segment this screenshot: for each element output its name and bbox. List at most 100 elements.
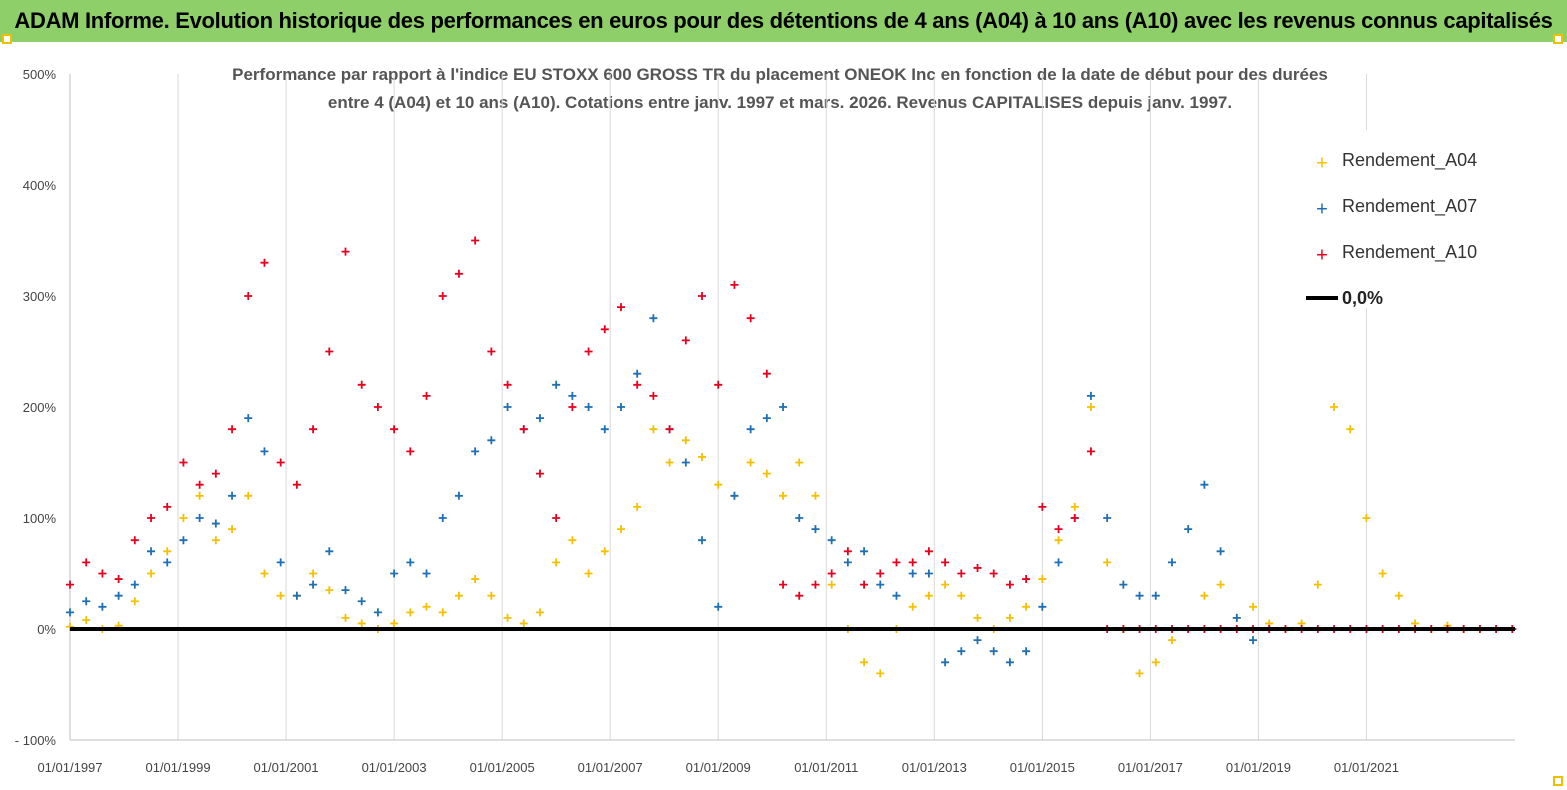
- point-a07: [1167, 558, 1176, 567]
- point-a07: [390, 569, 399, 578]
- point-a10: [924, 547, 933, 556]
- point-a04: [1200, 591, 1209, 600]
- x-tick-label: 01/01/1997: [37, 760, 102, 775]
- point-a04: [228, 525, 237, 534]
- point-a07: [1135, 591, 1144, 600]
- point-a04: [1394, 591, 1403, 600]
- point-a04: [762, 469, 771, 478]
- point-a04: [422, 602, 431, 611]
- point-a04: [82, 616, 91, 625]
- point-a07: [114, 591, 123, 600]
- point-a07: [600, 425, 609, 434]
- point-a04: [1249, 602, 1258, 611]
- point-a07: [292, 591, 301, 600]
- point-a07: [1184, 525, 1193, 534]
- point-a04: [584, 569, 593, 578]
- point-a10: [82, 558, 91, 567]
- point-a04: [1070, 502, 1079, 511]
- point-a04: [681, 436, 690, 445]
- chart-area: Performance par rapport à l'indice EU ST…: [15, 65, 1517, 775]
- point-a10: [244, 292, 253, 300]
- point-a10: [665, 425, 674, 434]
- y-tick-label: - 100%: [15, 733, 57, 748]
- point-a10: [309, 425, 318, 434]
- point-a07: [730, 491, 739, 500]
- point-a10: [1054, 525, 1063, 534]
- legend-label-zero: 0,0%: [1342, 288, 1383, 308]
- point-a04: [487, 591, 496, 600]
- point-a07: [892, 591, 901, 600]
- point-a07: [98, 602, 107, 611]
- point-a10: [390, 425, 399, 434]
- point-a04: [941, 580, 950, 589]
- point-a04: [471, 575, 480, 584]
- point-a04: [1103, 558, 1112, 567]
- point-a04: [163, 547, 172, 556]
- point-a04: [179, 514, 188, 522]
- point-a04: [454, 591, 463, 600]
- point-a07: [535, 414, 544, 423]
- point-a07: [649, 314, 658, 323]
- y-tick-label: 500%: [23, 67, 57, 82]
- point-a07: [746, 425, 755, 434]
- point-a04: [908, 602, 917, 611]
- point-a07: [260, 447, 269, 456]
- point-a04: [325, 586, 334, 595]
- point-a10: [552, 514, 561, 522]
- point-a04: [1086, 403, 1095, 411]
- point-a04: [957, 591, 966, 600]
- point-a04: [244, 491, 253, 500]
- point-a04: [924, 591, 933, 600]
- point-a10: [98, 569, 107, 578]
- chart-subtitle-line1: Performance par rapport à l'indice EU ST…: [232, 65, 1328, 84]
- point-a07: [438, 514, 447, 522]
- point-a04: [1346, 425, 1355, 434]
- point-a07: [244, 414, 253, 423]
- point-a04: [1038, 575, 1047, 584]
- legend-label-a10: Rendement_A10: [1342, 242, 1477, 263]
- point-a04: [714, 480, 723, 489]
- x-tick-label: 01/01/2007: [578, 760, 643, 775]
- point-a04: [1005, 613, 1014, 622]
- point-a10: [973, 563, 982, 572]
- point-a04: [616, 525, 625, 534]
- point-a04: [1167, 636, 1176, 645]
- point-a10: [114, 575, 123, 584]
- point-a04: [309, 569, 318, 578]
- point-a07: [487, 436, 496, 445]
- point-a07: [957, 647, 966, 656]
- point-a07: [503, 403, 512, 411]
- point-a07: [147, 547, 156, 556]
- point-a04: [276, 591, 285, 600]
- cell-corner-marker-right: [1553, 34, 1563, 44]
- point-a10: [681, 336, 690, 345]
- point-a10: [130, 536, 139, 545]
- y-tick-label: 200%: [23, 400, 57, 415]
- point-a07: [1249, 636, 1258, 645]
- point-a10: [357, 380, 366, 389]
- point-a04: [211, 536, 220, 545]
- point-a10: [827, 569, 836, 578]
- point-a04: [147, 569, 156, 578]
- point-a07: [341, 586, 350, 595]
- point-a10: [503, 380, 512, 389]
- point-a04: [535, 608, 544, 617]
- point-a04: [195, 491, 204, 500]
- point-a07: [633, 369, 642, 378]
- x-tick-label: 01/01/2013: [902, 760, 967, 775]
- point-a04: [341, 613, 350, 622]
- point-a07: [228, 491, 237, 500]
- point-a07: [714, 602, 723, 611]
- point-a04: [1216, 580, 1225, 589]
- point-a07: [681, 458, 690, 467]
- point-a04: [1378, 569, 1387, 578]
- series-rendement-a04: [66, 403, 1517, 678]
- series-rendement-a07: [66, 314, 1274, 667]
- point-a04: [406, 608, 415, 617]
- point-a04: [568, 536, 577, 545]
- point-a07: [1054, 558, 1063, 567]
- point-a04: [973, 613, 982, 622]
- y-tick-label: 300%: [23, 289, 57, 304]
- point-a07: [616, 403, 625, 411]
- point-a10: [1086, 447, 1095, 456]
